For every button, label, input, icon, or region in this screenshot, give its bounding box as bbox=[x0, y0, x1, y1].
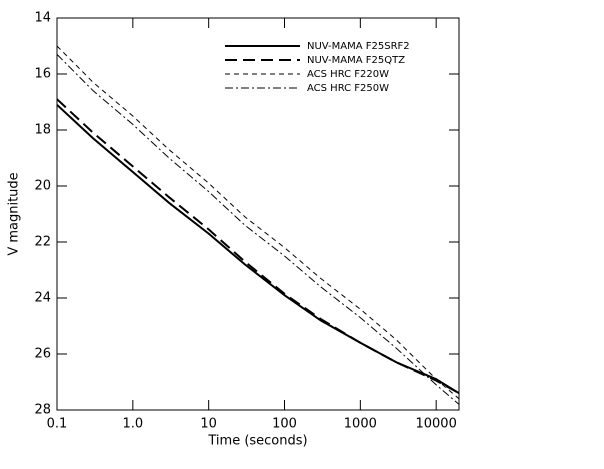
x-tick-label: 100 bbox=[272, 417, 297, 432]
legend-label: NUV-MAMA F25SRF2 bbox=[307, 41, 410, 52]
y-tick-label: 22 bbox=[34, 235, 51, 250]
x-tick-label: 0.1 bbox=[47, 417, 68, 432]
x-tick-label: 1000 bbox=[344, 417, 377, 432]
x-tick-label: 10 bbox=[200, 417, 217, 432]
y-axis-label: V magnitude bbox=[7, 172, 22, 255]
series-line bbox=[56, 45, 460, 400]
y-tick-label: 26 bbox=[34, 347, 51, 362]
x-tick-label: 10000 bbox=[415, 417, 456, 432]
plot-frame bbox=[56, 17, 460, 411]
legend-label: NUV-MAMA F25QTZ bbox=[307, 55, 405, 66]
series-line bbox=[56, 54, 460, 405]
legend-label: ACS HRC F250W bbox=[307, 83, 389, 94]
y-tick-label: 14 bbox=[34, 11, 51, 26]
y-tick-label: 24 bbox=[34, 291, 51, 306]
legend-label: ACS HRC F220W bbox=[307, 69, 389, 80]
y-tick-label: 28 bbox=[34, 403, 51, 418]
y-tick-label: 18 bbox=[34, 123, 51, 138]
y-tick-label: 20 bbox=[34, 179, 51, 194]
y-tick-label: 16 bbox=[34, 67, 51, 82]
x-tick-label: 1.0 bbox=[122, 417, 143, 432]
series-line bbox=[56, 98, 460, 395]
x-axis-label: Time (seconds) bbox=[207, 434, 307, 449]
